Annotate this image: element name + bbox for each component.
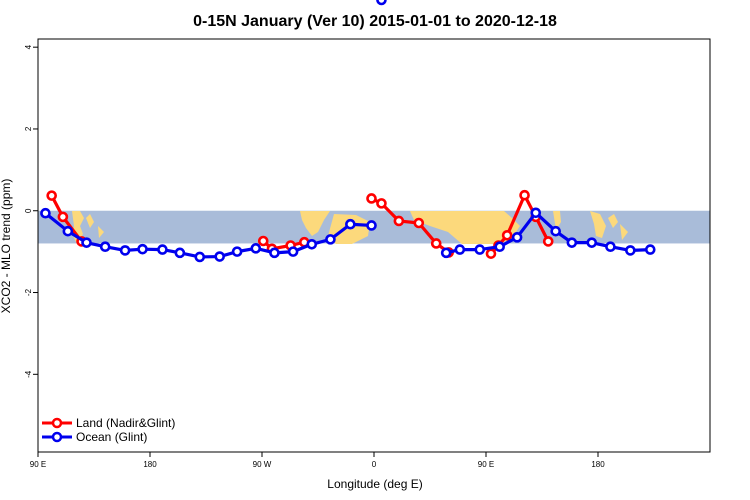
data-point xyxy=(454,244,466,255)
data-point xyxy=(485,248,497,259)
data-point xyxy=(376,0,387,6)
y-tick-label: 2 xyxy=(24,126,33,131)
data-point xyxy=(550,225,561,237)
series-ocean xyxy=(40,0,656,263)
series-layer xyxy=(40,0,656,263)
land-central-america xyxy=(300,211,330,236)
land-borneo xyxy=(86,214,94,228)
data-point xyxy=(625,245,636,256)
data-point xyxy=(566,237,578,248)
x-tick-label: 0 xyxy=(372,460,377,469)
y-tick-label: 0 xyxy=(24,208,33,213)
y-tick-label: 4 xyxy=(24,44,33,49)
data-point xyxy=(440,247,452,259)
legend-ocean-label: Ocean (Glint) xyxy=(76,430,147,444)
legend-land-marker xyxy=(51,417,63,429)
data-point xyxy=(214,251,225,262)
data-point xyxy=(366,193,377,204)
data-point xyxy=(174,247,186,259)
data-point xyxy=(40,207,51,219)
x-tick-label: 90 W xyxy=(253,460,272,469)
legend-land-label: Land (Nadir&Glint) xyxy=(76,416,175,430)
data-point xyxy=(494,241,505,253)
data-point xyxy=(413,217,425,229)
data-point xyxy=(430,238,442,249)
x-axis-label: Longitude (deg E) xyxy=(327,477,422,491)
latitude-band-map xyxy=(38,210,710,244)
legend: Land (Nadir&Glint) Ocean (Glint) xyxy=(42,416,175,444)
y-axis: 4 2 0 -2 -4 xyxy=(24,44,38,378)
data-point xyxy=(269,247,280,259)
x-tick-label: 180 xyxy=(591,460,605,469)
data-point xyxy=(81,237,92,248)
land-africa xyxy=(410,211,520,244)
data-point xyxy=(306,238,318,250)
data-point xyxy=(586,237,598,248)
data-point xyxy=(530,207,542,219)
data-point xyxy=(345,218,356,230)
x-axis: 90 E 180 90 W 0 90 E 180 xyxy=(30,452,605,469)
legend-ocean-marker xyxy=(51,431,63,443)
data-point xyxy=(325,234,336,245)
data-point xyxy=(366,220,377,231)
data-point xyxy=(99,241,111,253)
chart-title: 0-15N January (Ver 10) 2015-01-01 to 202… xyxy=(193,13,557,30)
data-point xyxy=(605,241,616,253)
data-point xyxy=(474,244,486,255)
data-point xyxy=(46,190,57,201)
series-line xyxy=(262,239,305,251)
band-land xyxy=(72,211,628,244)
data-point xyxy=(644,244,656,255)
data-point xyxy=(137,243,148,255)
data-point xyxy=(57,211,69,223)
data-point xyxy=(376,198,387,209)
land-india xyxy=(553,211,561,230)
data-point xyxy=(62,225,74,237)
data-point xyxy=(231,246,243,257)
data-point xyxy=(287,246,299,257)
data-point xyxy=(194,251,206,263)
data-point xyxy=(501,229,513,241)
land-philippines-2 xyxy=(620,224,628,240)
x-tick-label: 90 E xyxy=(30,460,46,469)
data-point xyxy=(257,235,269,247)
land-borneo-2 xyxy=(608,214,618,228)
land-indochina xyxy=(590,211,606,238)
y-axis-label: XCO2 - MLO trend (ppm) xyxy=(0,179,13,314)
data-point xyxy=(511,232,523,243)
data-point xyxy=(250,243,262,254)
x-tick-label: 180 xyxy=(143,460,157,469)
y-tick-label: -2 xyxy=(24,288,33,296)
data-point xyxy=(119,245,131,256)
y-tick-label: -4 xyxy=(24,370,33,378)
data-point xyxy=(157,244,168,255)
x-tick-label: 90 E xyxy=(478,460,494,469)
land-philippines xyxy=(98,226,104,238)
data-point xyxy=(519,189,530,201)
data-point xyxy=(542,236,554,247)
data-point xyxy=(393,215,405,227)
